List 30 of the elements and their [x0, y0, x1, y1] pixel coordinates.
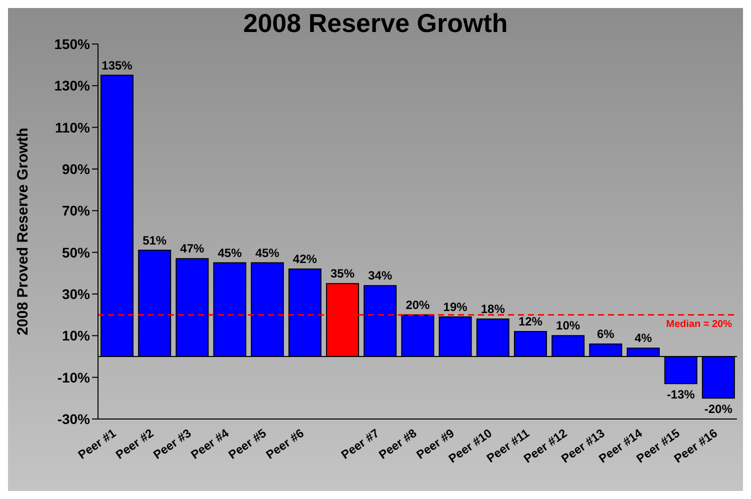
y-tick-label: 70%: [62, 202, 91, 219]
data-label: 45%: [255, 246, 280, 260]
data-label: 20%: [406, 298, 430, 312]
y-axis-title: 2008 Proved Reserve Growth: [14, 128, 32, 336]
data-label: 47%: [180, 242, 205, 256]
y-tick-label: 110%: [54, 119, 91, 136]
data-label: 45%: [218, 246, 242, 260]
data-label: 4%: [634, 331, 652, 346]
data-label: 18%: [480, 302, 506, 316]
data-label: 6%: [596, 327, 615, 341]
y-tick-label: 10%: [62, 328, 91, 344]
data-label: -13%: [666, 388, 696, 402]
data-label: 42%: [292, 252, 318, 266]
data-label: 10%: [556, 318, 580, 333]
chart-title: 2008 Reserve Growth: [243, 8, 508, 38]
data-label: -20%: [704, 402, 733, 416]
y-tick-label: -30%: [57, 410, 91, 427]
y-tick-label: 30%: [62, 286, 91, 302]
y-tick-label: 130%: [54, 78, 91, 94]
data-label: 34%: [368, 268, 392, 283]
data-label: 35%: [330, 266, 355, 281]
data-label: 135%: [102, 58, 133, 72]
y-tick-label: 50%: [62, 244, 91, 260]
data-label: 19%: [443, 300, 468, 314]
data-label: 12%: [518, 314, 543, 328]
y-tick-label: 90%: [62, 160, 91, 177]
y-tick-label: 150%: [54, 36, 91, 52]
y-tick-label: -10%: [57, 369, 91, 386]
data-label: 51%: [142, 233, 167, 248]
ref-line-label: Median = 20%: [666, 318, 732, 330]
